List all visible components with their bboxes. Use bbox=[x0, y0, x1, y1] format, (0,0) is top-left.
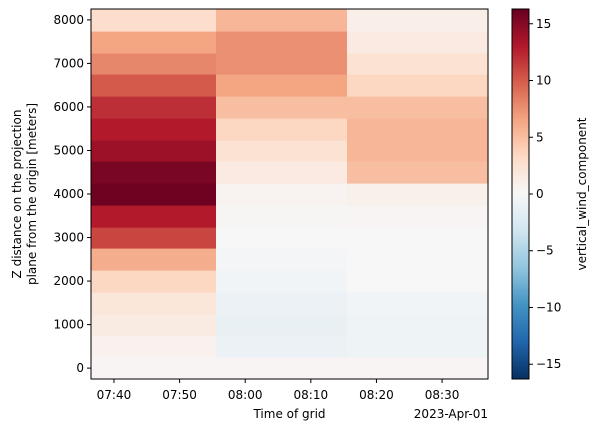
cell-col0-z7000 bbox=[91, 53, 217, 75]
cell-col0-z5500 bbox=[91, 118, 217, 141]
x-tick-label: 08:30 bbox=[425, 388, 460, 402]
cell-col2-z7000 bbox=[347, 53, 489, 75]
y-tick-label: 6000 bbox=[53, 100, 84, 114]
cell-col1-z1000 bbox=[216, 314, 348, 336]
cell-col1-z6000 bbox=[216, 96, 348, 119]
y-tick-label: 8000 bbox=[53, 13, 84, 27]
colorbar-tick-label: 5 bbox=[536, 130, 544, 144]
colorbar-label: vertical_wind_component bbox=[575, 117, 589, 270]
cell-col0-z500 bbox=[91, 335, 217, 358]
cell-col1-z500 bbox=[216, 335, 348, 358]
cell-col1-z4500 bbox=[216, 161, 348, 184]
x-tick-label: 07:50 bbox=[162, 388, 197, 402]
x-tick-label: 07:40 bbox=[97, 388, 132, 402]
colorbar bbox=[511, 8, 530, 380]
cell-col2-z7500 bbox=[347, 31, 489, 54]
cell-col1-z5500 bbox=[216, 118, 348, 141]
cell-col1-z3000 bbox=[216, 227, 348, 249]
y-tick-label: 0 bbox=[76, 361, 84, 375]
y-tick-label: 7000 bbox=[53, 56, 84, 70]
colorbar-tick-label: −10 bbox=[536, 300, 561, 314]
cell-col0-z2000 bbox=[91, 270, 217, 293]
cell-col0-z6500 bbox=[91, 74, 217, 97]
cell-col1-z7000 bbox=[216, 53, 348, 75]
cell-col0-z7500 bbox=[91, 31, 217, 54]
colorbar-tick-label: −15 bbox=[536, 357, 561, 371]
y-tick-label: 1000 bbox=[53, 318, 84, 332]
colorbar-tick-label: −5 bbox=[536, 244, 554, 258]
cell-col1-z8000 bbox=[216, 9, 348, 32]
cell-col2-z6500 bbox=[347, 74, 489, 97]
cell-col0-z6000 bbox=[91, 96, 217, 119]
cell-col2-z3500 bbox=[347, 205, 489, 228]
colorbar-tick-label: 0 bbox=[536, 187, 544, 201]
cell-col0-z3000 bbox=[91, 227, 217, 249]
x-axis-date-offset: 2023-Apr-01 bbox=[414, 407, 488, 421]
x-tick-label: 08:10 bbox=[294, 388, 329, 402]
x-tick-label: 08:00 bbox=[228, 388, 263, 402]
cell-col1-z2500 bbox=[216, 248, 348, 271]
cell-col2-z2000 bbox=[347, 270, 489, 293]
cell-col1-z7500 bbox=[216, 31, 348, 54]
cell-col2-z5000 bbox=[347, 140, 489, 162]
cell-col2-z6000 bbox=[347, 96, 489, 119]
colorbar-tick-label: 10 bbox=[536, 74, 551, 88]
y-axis-label-line-1: Z distance on the projection bbox=[10, 110, 24, 279]
cell-col1-z0 bbox=[216, 357, 348, 380]
y-tick-label: 3000 bbox=[53, 231, 84, 245]
cell-col0-z1500 bbox=[91, 292, 217, 315]
heatmap-cells bbox=[91, 9, 489, 380]
y-axis-label-line-2: plane from the origin [meters] bbox=[25, 103, 39, 285]
cell-col2-z8000 bbox=[347, 9, 489, 32]
cell-col0-z4000 bbox=[91, 183, 217, 206]
cell-col0-z2500 bbox=[91, 248, 217, 271]
cell-col0-z5000 bbox=[91, 140, 217, 162]
cell-col1-z5000 bbox=[216, 140, 348, 162]
cell-col2-z500 bbox=[347, 335, 489, 358]
y-tick-label: 2000 bbox=[53, 274, 84, 288]
colorbar-ticks: −15 −10 −5 0 5 10 15 bbox=[529, 17, 561, 371]
cell-col1-z1500 bbox=[216, 292, 348, 315]
cell-col2-z1500 bbox=[347, 292, 489, 315]
y-tick-label: 5000 bbox=[53, 143, 84, 157]
cell-col0-z3500 bbox=[91, 205, 217, 228]
cell-col0-z4500 bbox=[91, 161, 217, 184]
cell-col2-z2500 bbox=[347, 248, 489, 271]
x-axis-label: Time of grid bbox=[252, 407, 325, 421]
x-axis-ticks: 07:40 07:50 08:00 08:10 08:20 08:30 bbox=[97, 379, 460, 402]
cell-col2-z3000 bbox=[347, 227, 489, 249]
cell-col0-z1000 bbox=[91, 314, 217, 336]
y-axis-ticks: 0 1000 2000 3000 4000 5000 6000 7000 8000 bbox=[53, 13, 91, 375]
cell-col0-z0 bbox=[91, 357, 217, 380]
cell-col1-z4000 bbox=[216, 183, 348, 206]
cell-col1-z2000 bbox=[216, 270, 348, 293]
cell-col1-z3500 bbox=[216, 205, 348, 228]
x-tick-label: 08:20 bbox=[359, 388, 394, 402]
cell-col1-z6500 bbox=[216, 74, 348, 97]
cell-col2-z5500 bbox=[347, 118, 489, 141]
cell-col2-z0 bbox=[347, 357, 489, 380]
cell-col2-z4000 bbox=[347, 183, 489, 206]
cell-col2-z4500 bbox=[347, 161, 489, 184]
y-tick-label: 4000 bbox=[53, 187, 84, 201]
cell-col2-z1000 bbox=[347, 314, 489, 336]
cell-col0-z8000 bbox=[91, 9, 217, 32]
colorbar-tick-label: 15 bbox=[536, 17, 551, 31]
